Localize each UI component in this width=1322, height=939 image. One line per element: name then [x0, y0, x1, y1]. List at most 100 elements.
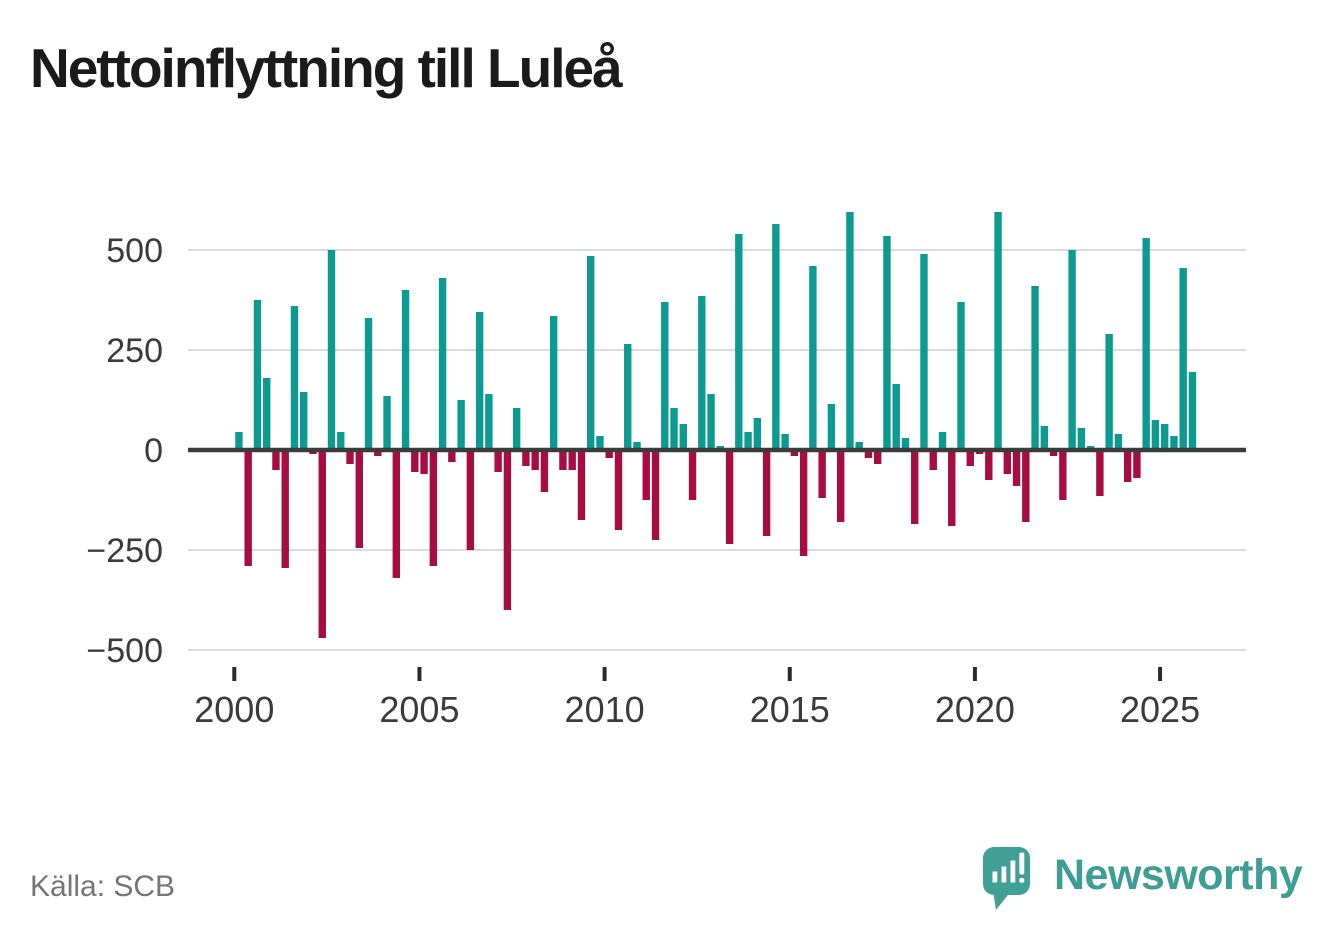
bar-2005-q2: [429, 450, 438, 566]
y-tick-label--500: −500: [86, 632, 163, 670]
bar-2018-q4: [929, 450, 937, 470]
bar-2013-q3: [735, 234, 743, 450]
bar-2021-q4: [1040, 426, 1049, 450]
bar-2021-q2: [1022, 450, 1030, 522]
bar-2002-q2: [318, 450, 326, 638]
x-tick-label-2015: 2015: [750, 689, 830, 730]
bar-2003-q1: [346, 450, 354, 464]
bar-2022-q2: [1059, 450, 1067, 500]
bar-2001-q4: [300, 392, 308, 450]
bar-2021-q1: [1012, 450, 1021, 486]
bar-2006-q4: [485, 394, 493, 450]
bar-2007-q4: [522, 450, 530, 466]
bar-2025-q1: [1160, 424, 1169, 450]
x-tick-label-2000: 2000: [194, 689, 274, 730]
bar-2022-q3: [1068, 250, 1076, 450]
bar-2000-q4: [263, 378, 271, 450]
bar-2014-q3: [772, 224, 780, 450]
bar-2019-q2: [948, 450, 956, 526]
bar-2015-q4: [818, 450, 826, 498]
bar-2004-q1: [383, 396, 391, 450]
newsworthy-speech-bubble-icon: [983, 847, 1030, 910]
bar-2001-q2: [281, 450, 289, 568]
bar-2010-q1: [605, 450, 613, 458]
bar-2009-q2: [577, 450, 586, 520]
bar-2004-q2: [392, 450, 401, 578]
bar-2022-q4: [1077, 428, 1086, 450]
source-note: Källa: SCB: [30, 870, 176, 903]
bar-2015-q1: [790, 450, 799, 456]
bar-2003-q4: [374, 450, 382, 456]
bar-2021-q3: [1031, 286, 1039, 450]
bar-2000-q3: [253, 300, 262, 450]
x-tick-label-2005: 2005: [379, 689, 459, 730]
bar-2008-q1: [531, 450, 539, 470]
bar-2025-q2: [1170, 436, 1178, 450]
bar-2011-q2: [651, 450, 660, 540]
x-tick-label-2020: 2020: [935, 689, 1015, 730]
bar-2010-q4: [633, 442, 641, 450]
y-tick-label-0: 0: [144, 432, 163, 470]
bar-2001-q3: [290, 306, 299, 450]
page-title: Nettoinflyttning till Luleå: [30, 37, 623, 99]
bar-2023-q3: [1105, 334, 1113, 450]
bar-2005-q3: [438, 278, 447, 450]
bar-2018-q3: [920, 254, 928, 450]
bar-2016-q3: [846, 212, 854, 450]
bar-2006-q1: [457, 400, 465, 450]
bar-2000-q1: [235, 432, 243, 450]
bar-2004-q3: [401, 290, 410, 450]
bar-2008-q2: [540, 450, 549, 492]
bar-2020-q2: [985, 450, 993, 480]
bar-2003-q3: [364, 318, 373, 450]
bar-2012-q2: [688, 450, 697, 500]
bar-2017-q3: [883, 236, 891, 450]
y-tick-label-250: 250: [106, 332, 163, 370]
y-tick-label-500: 500: [106, 232, 163, 270]
bar-2014-q1: [753, 418, 762, 450]
bar-2024-q4: [1151, 420, 1160, 450]
x-tick-label-2025: 2025: [1120, 689, 1200, 730]
bar-2000-q2: [244, 450, 252, 566]
y-axis-labels: 500 250 0 −250 −500: [86, 232, 163, 670]
bar-2008-q3: [549, 316, 558, 450]
bar-2020-q4: [1003, 450, 1011, 474]
bar-2002-q4: [337, 432, 345, 450]
bar-2025-q3: [1179, 268, 1187, 450]
newsworthy-logo-text: Newsworthy: [1054, 851, 1303, 899]
bar-2019-q4: [966, 450, 974, 466]
bar-2020-q3: [994, 212, 1002, 450]
bar-2024-q3: [1142, 238, 1150, 450]
bar-2007-q2: [503, 450, 512, 610]
bar-2011-q1: [642, 450, 650, 500]
bar-2014-q4: [781, 434, 789, 450]
bar-2014-q2: [762, 450, 771, 536]
x-axis-ticks: [232, 667, 1163, 681]
bar-2007-q3: [512, 408, 521, 450]
bar-2006-q3: [475, 312, 484, 450]
bar-2023-q2: [1096, 450, 1104, 496]
bar-2006-q2: [466, 450, 475, 550]
bar-2011-q3: [661, 302, 669, 450]
bar-2012-q4: [707, 394, 715, 450]
bar-2023-q4: [1114, 434, 1123, 450]
bar-2016-q4: [855, 442, 863, 450]
bar-2010-q3: [624, 344, 632, 450]
newsworthy-logo: [983, 847, 1030, 916]
bar-2012-q1: [679, 424, 687, 450]
bar-2015-q3: [809, 266, 817, 450]
bar-2004-q4: [411, 450, 419, 472]
bar-2022-q1: [1049, 450, 1058, 456]
bar-2024-q1: [1123, 450, 1132, 482]
bar-2002-q3: [327, 250, 336, 450]
bar-2009-q4: [596, 436, 604, 450]
x-axis-labels: 2000 2005 2010 2015 2020 2025: [194, 689, 1200, 730]
bar-2017-q2: [874, 450, 882, 464]
bar-2015-q2: [799, 450, 808, 556]
bar-2019-q1: [938, 432, 947, 450]
bar-2005-q4: [448, 450, 456, 462]
bar-2011-q4: [670, 408, 678, 450]
bar-2017-q4: [892, 384, 900, 450]
bar-2013-q4: [744, 432, 752, 450]
bar-2009-q3: [587, 256, 595, 450]
